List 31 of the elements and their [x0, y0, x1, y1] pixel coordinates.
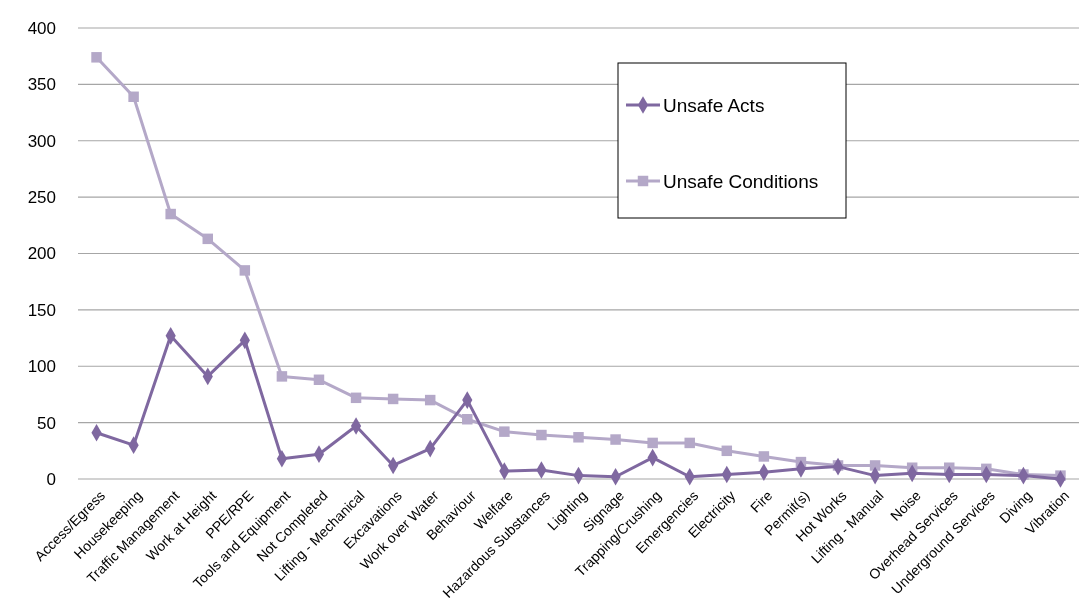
y-tick-label: 400 [27, 18, 56, 38]
point [536, 429, 547, 441]
point [424, 394, 436, 406]
y-tick-label: 200 [27, 244, 56, 264]
point [276, 371, 288, 382]
point [610, 434, 621, 445]
point [128, 91, 139, 103]
y-tick-label: 300 [27, 131, 56, 151]
y-tick-label: 100 [27, 357, 56, 377]
point [387, 393, 399, 405]
y-tick-label: 350 [27, 75, 56, 95]
y-tick-label: 250 [27, 188, 56, 208]
point [165, 208, 176, 220]
point [350, 392, 362, 404]
y-tick-label: 150 [27, 300, 56, 320]
point [462, 414, 473, 425]
point [684, 437, 695, 449]
point [647, 437, 658, 449]
y-tick-label: 0 [46, 469, 56, 489]
y-tick-label: 50 [37, 413, 56, 433]
point [573, 432, 584, 443]
legend-label: Unsafe Acts [663, 94, 765, 116]
point [869, 460, 881, 471]
legend-label: Unsafe Conditions [663, 170, 819, 192]
point [721, 445, 733, 457]
point [91, 52, 102, 63]
point [758, 451, 770, 462]
point [499, 426, 510, 437]
point [313, 374, 325, 386]
point [202, 233, 213, 245]
point [239, 265, 251, 276]
